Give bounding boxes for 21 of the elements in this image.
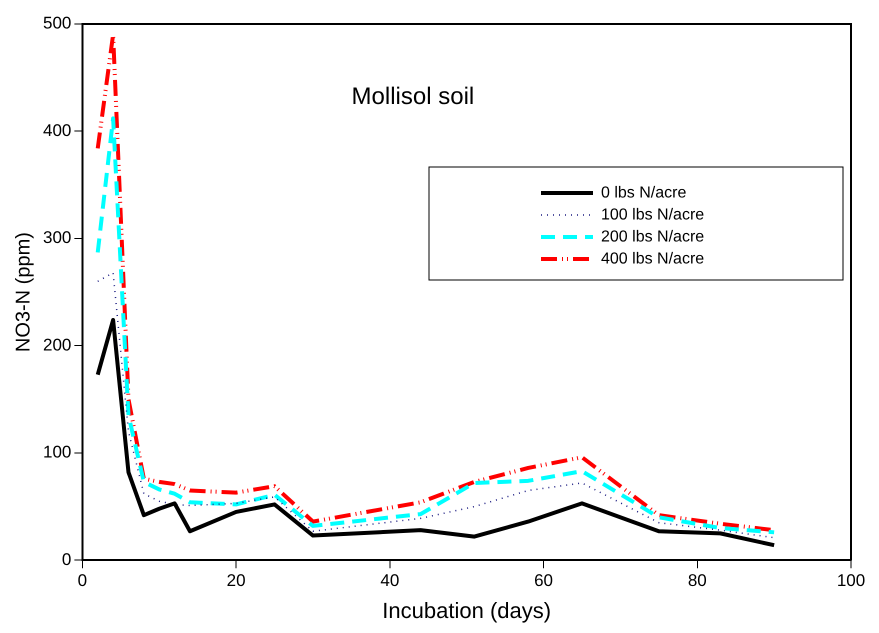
x-tick-label: 60: [534, 571, 554, 590]
x-tick-label: 0: [78, 571, 88, 590]
legend-label: 400 lbs N/acre: [601, 250, 704, 268]
x-tick-label: 100: [836, 571, 866, 590]
y-tick-label: 0: [62, 550, 72, 569]
legend-label: 0 lbs N/acre: [601, 184, 686, 202]
x-tick-label: 20: [226, 571, 246, 590]
x-tick-label: 40: [380, 571, 400, 590]
y-axis-title: NO3-N (ppm): [12, 232, 35, 352]
x-tick-label: 80: [688, 571, 707, 590]
y-tick-label: 100: [42, 442, 72, 462]
legend-label: 100 lbs N/acre: [601, 206, 704, 224]
legend-label: 200 lbs N/acre: [601, 228, 704, 246]
x-axis-title: Incubation (days): [382, 598, 552, 623]
y-tick-label: 300: [42, 228, 72, 248]
line-series: [96, 272, 775, 538]
y-tick-label: 200: [42, 335, 72, 354]
annotation: Mollisol soil: [352, 83, 474, 110]
y-tick-label: 400: [42, 120, 72, 140]
line-series: [96, 116, 776, 534]
y-tick-label: 500: [42, 14, 72, 33]
